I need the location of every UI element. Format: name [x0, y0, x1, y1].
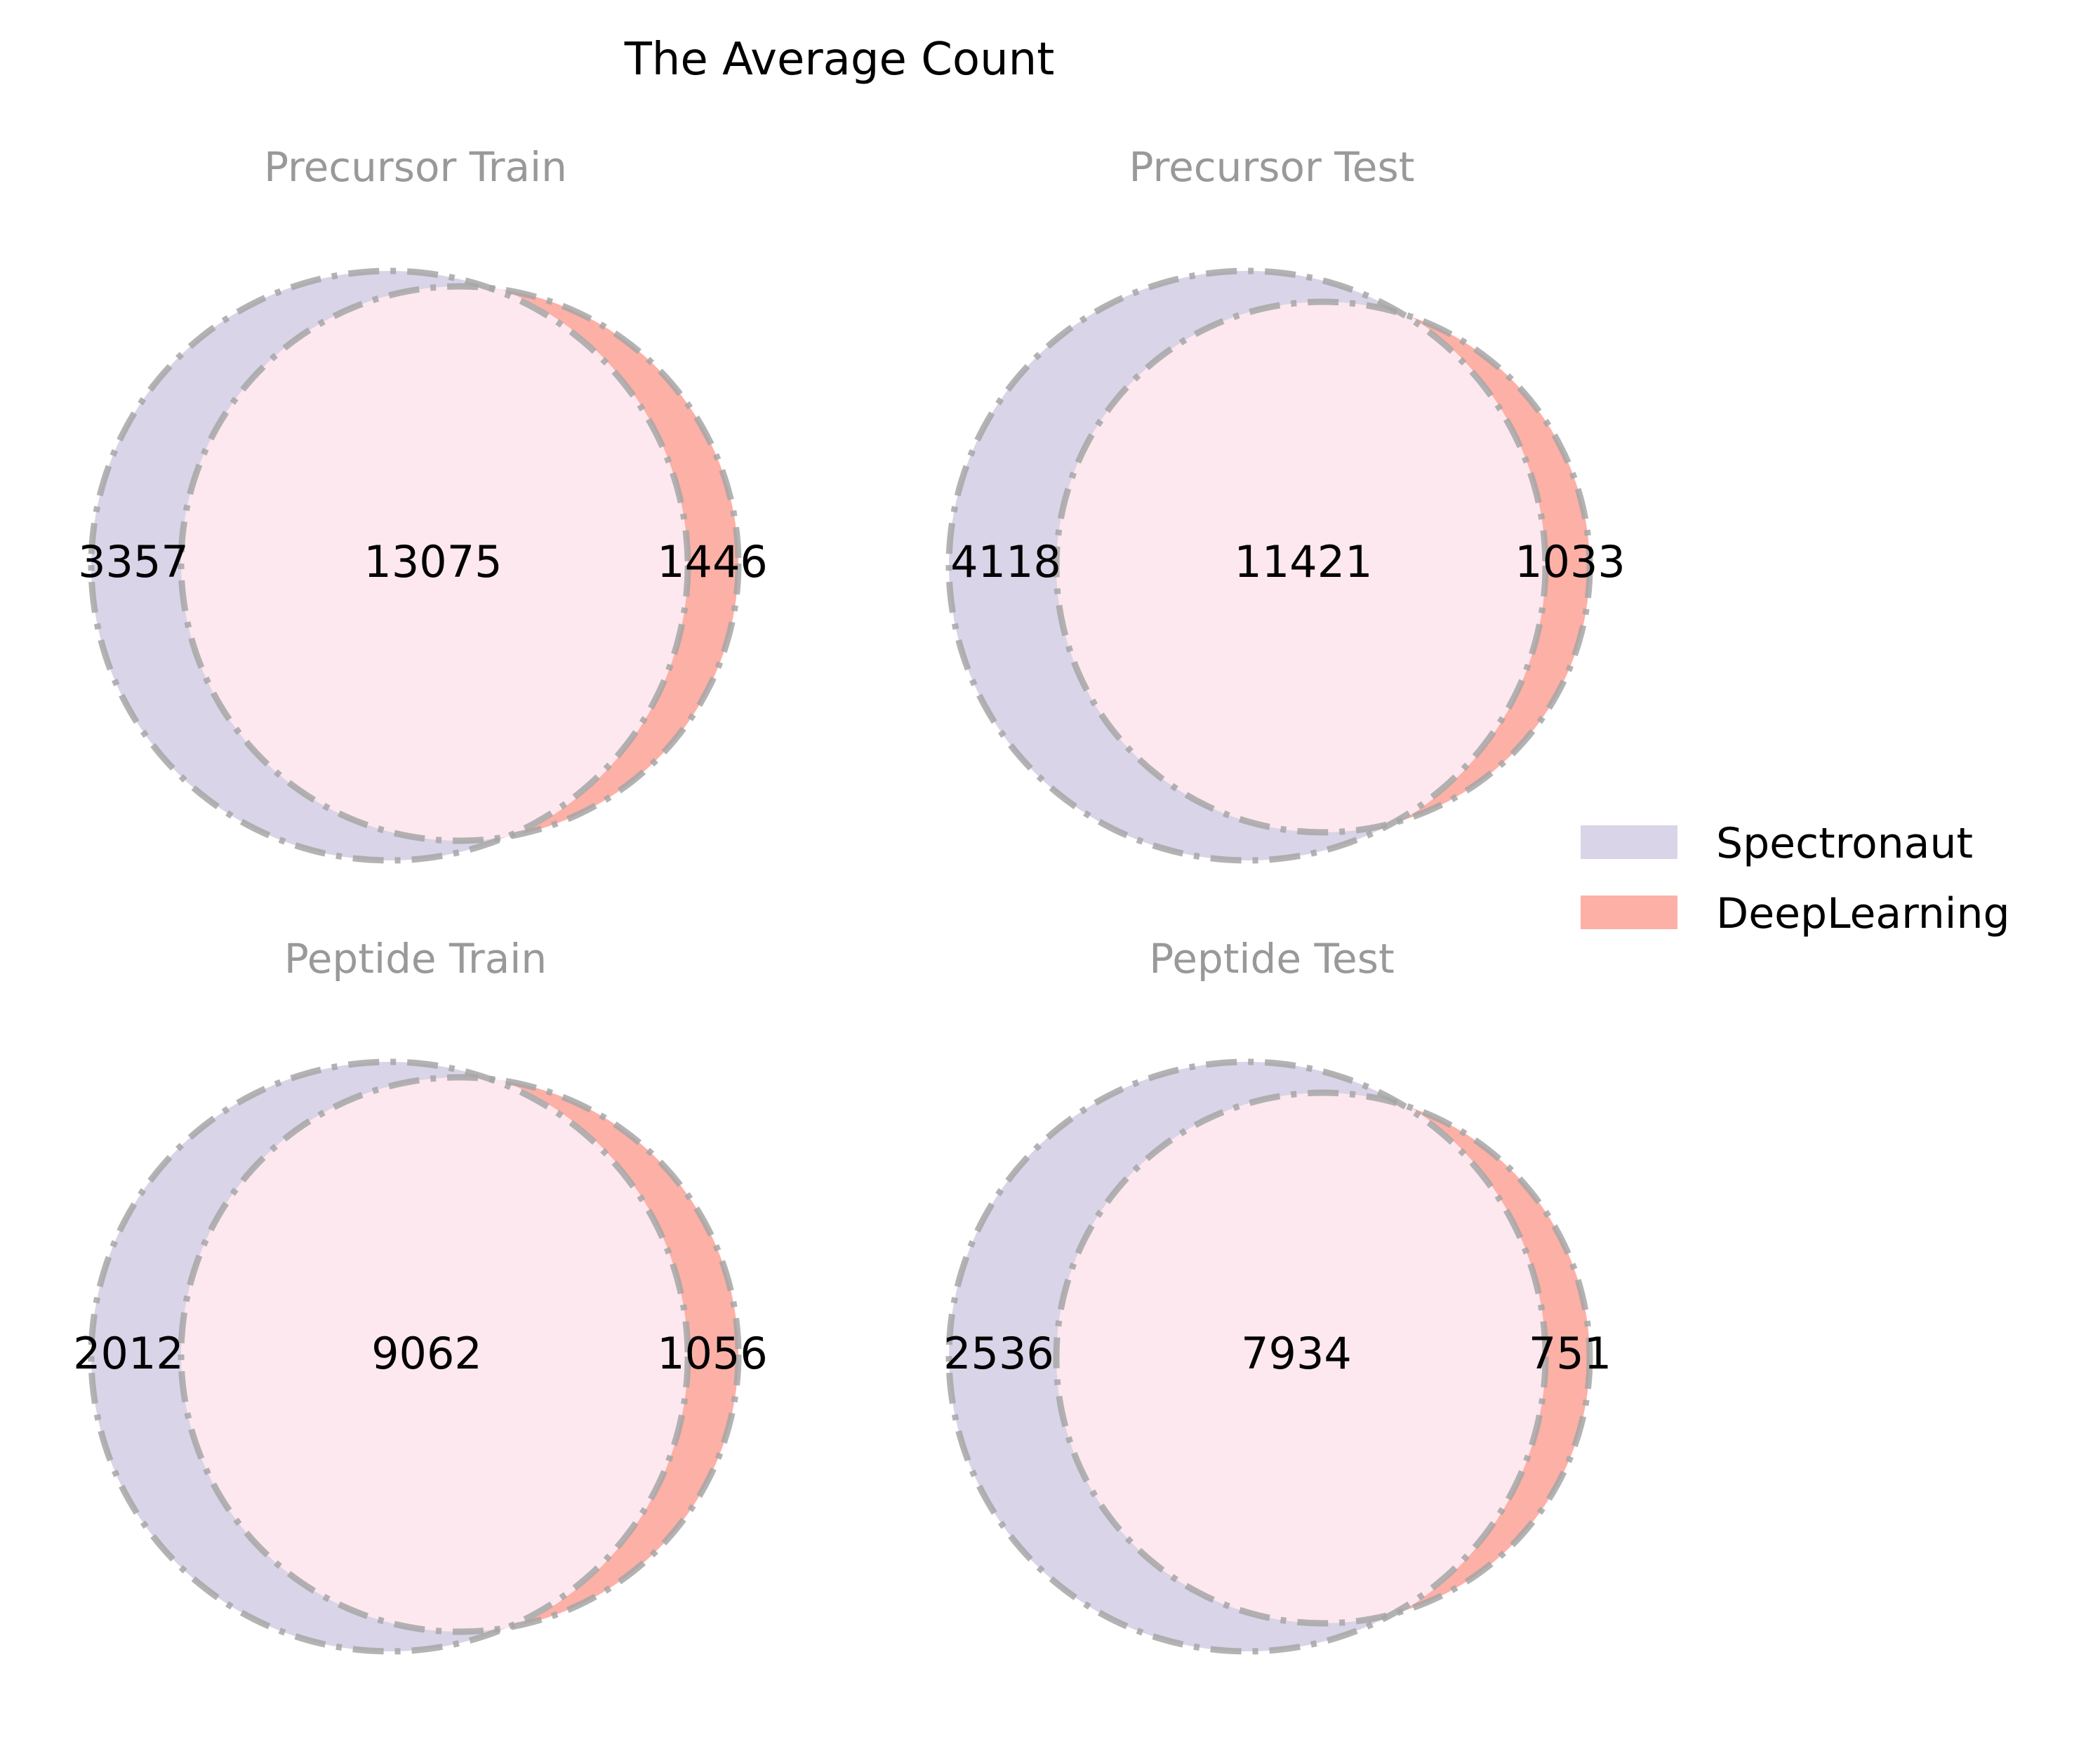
- overlap-region: [181, 286, 688, 841]
- count-spectronaut-only: 3357: [78, 536, 189, 587]
- venn-panels: Precursor Train 3357 13075 1446 Precursor Te…: [73, 143, 1626, 1655]
- spectronaut-outline: [945, 1058, 1549, 1655]
- chart-title: The Average Count: [624, 34, 1055, 86]
- deeplearning-outline: [178, 283, 742, 844]
- count-overlap: 11421: [1234, 536, 1372, 587]
- panel-title: Precursor Train: [264, 143, 567, 191]
- legend-label-spectronaut: Spectronaut: [1716, 819, 1973, 868]
- legend-swatch-deeplearning: [1581, 896, 1677, 929]
- deeplearning-outline: [1053, 1089, 1593, 1627]
- count-spectronaut-only: 4118: [950, 536, 1061, 587]
- count-overlap: 13075: [364, 536, 502, 587]
- count-spectronaut-only: 2012: [73, 1328, 184, 1379]
- count-overlap: 9062: [371, 1328, 482, 1379]
- panel-peptide-train: Peptide Train 2012 9062 1056: [73, 935, 768, 1655]
- panel-title: Peptide Train: [284, 935, 547, 983]
- overlap-region: [1056, 302, 1546, 832]
- panel-peptide-test: Peptide Test 2536 7934 751: [943, 935, 1611, 1655]
- legend: Spectronaut DeepLearning: [1581, 819, 2010, 938]
- spectronaut-outline: [88, 1058, 691, 1655]
- count-deeplearning-only: 751: [1529, 1328, 1611, 1379]
- overlap-region: [1056, 1093, 1546, 1623]
- count-spectronaut-only: 2536: [943, 1328, 1054, 1379]
- panel-title: Peptide Test: [1149, 935, 1394, 983]
- panel-precursor-train: Precursor Train 3357 13075 1446: [78, 143, 768, 864]
- panel-precursor-test: Precursor Test 4118 11421 1033: [945, 143, 1626, 864]
- legend-swatch-spectronaut: [1581, 825, 1677, 859]
- count-deeplearning-only: 1056: [657, 1328, 768, 1379]
- spectronaut-outline: [945, 267, 1549, 864]
- count-deeplearning-only: 1033: [1515, 536, 1626, 587]
- overlap-region: [181, 1077, 688, 1632]
- count-overlap: 7934: [1241, 1328, 1352, 1379]
- spectronaut-outline: [88, 267, 691, 864]
- deeplearning-outline: [1053, 298, 1593, 836]
- deeplearning-outline: [178, 1074, 742, 1635]
- legend-label-deeplearning: DeepLearning: [1716, 889, 2010, 938]
- panel-title: Precursor Test: [1129, 143, 1415, 191]
- count-deeplearning-only: 1446: [657, 536, 768, 587]
